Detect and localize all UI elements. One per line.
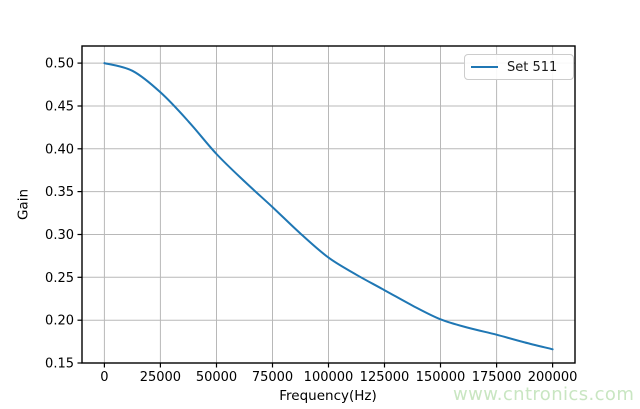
- x-tick-label: 150000: [416, 370, 466, 385]
- y-tick-label: 0.25: [45, 271, 74, 286]
- x-tick-label: 200000: [528, 370, 578, 385]
- x-tick-label: 175000: [472, 370, 522, 385]
- y-tick-label: 0.40: [45, 142, 74, 157]
- y-tick-label: 0.50: [45, 57, 74, 72]
- y-tick-label: 0.30: [45, 228, 74, 243]
- watermark: www.cntronics.com: [453, 384, 635, 405]
- x-tick-label: 125000: [360, 370, 410, 385]
- x-axis-label: Frequency(Hz): [279, 388, 377, 404]
- y-tick-label: 0.20: [45, 314, 74, 329]
- y-tick-label: 0.35: [45, 185, 74, 200]
- x-tick-label: 75000: [252, 370, 293, 385]
- x-tick-label: 50000: [196, 370, 237, 385]
- x-tick-label: 25000: [140, 370, 181, 385]
- y-tick-label: 0.15: [45, 357, 74, 372]
- series-line: [103, 62, 554, 351]
- legend-label: Set 511: [507, 59, 558, 75]
- y-axis-label: Gain: [15, 188, 32, 221]
- x-tick-label: 0: [100, 370, 108, 385]
- x-tick-label: 100000: [304, 370, 354, 385]
- y-tick-label: 0.45: [45, 100, 74, 115]
- legend: Set 511: [464, 54, 574, 80]
- legend-line-sample: [471, 66, 498, 68]
